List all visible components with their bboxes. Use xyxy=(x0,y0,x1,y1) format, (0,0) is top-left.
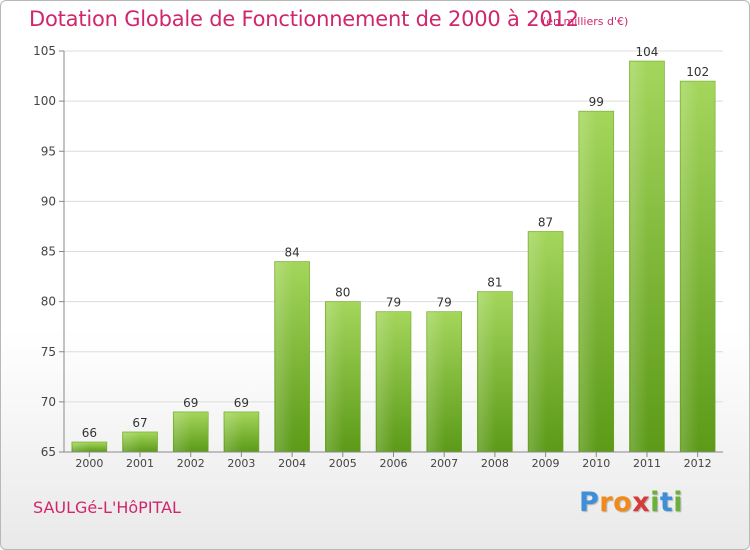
bar-value-label: 102 xyxy=(686,65,709,79)
bar-highlight xyxy=(630,62,648,453)
logo-letter: r xyxy=(599,487,614,518)
y-tick-label: 75 xyxy=(41,345,56,359)
y-tick-label: 65 xyxy=(41,445,56,459)
bar-value-label: 67 xyxy=(132,416,147,430)
logo-letter: t xyxy=(659,487,674,518)
bar-value-label: 99 xyxy=(589,95,604,109)
axes: 65 70 75 80 85 90 95 100 105 2000 2001 2002 2003 2004… xyxy=(33,44,723,470)
y-tick-label: 85 xyxy=(41,245,56,259)
y-tick-label: 100 xyxy=(33,94,56,108)
bar-value-label: 104 xyxy=(636,45,659,59)
x-tick-label: 2007 xyxy=(430,457,458,470)
x-tick-label: 2009 xyxy=(532,457,560,470)
y-tick-label: 90 xyxy=(41,194,56,208)
x-tick-label: 2011 xyxy=(633,457,661,470)
bar-value-label: 69 xyxy=(234,396,249,410)
logo-letter: i xyxy=(673,487,684,518)
y-tick-label: 70 xyxy=(41,395,56,409)
bar-value-label: 81 xyxy=(487,276,502,290)
bar-value-label: 84 xyxy=(284,246,299,260)
bar-highlight xyxy=(72,442,91,452)
bar-highlight xyxy=(427,312,446,452)
commune-name: SAULGé-L'HôPITAL xyxy=(33,498,181,517)
logo-letter: i xyxy=(650,487,660,518)
x-tick-label: 2003 xyxy=(227,457,255,470)
y-tick-label: 80 xyxy=(41,295,56,309)
x-tick-label: 2002 xyxy=(177,457,205,470)
logo-letter: o xyxy=(613,487,633,518)
bar-value-label: 69 xyxy=(183,396,198,410)
bar-highlight xyxy=(579,112,598,453)
bar-value-label: 87 xyxy=(538,215,553,229)
y-tick-label: 105 xyxy=(33,44,56,58)
bar-highlight xyxy=(326,302,344,452)
bar-highlight xyxy=(478,292,496,452)
bar-value-label: 79 xyxy=(437,296,452,310)
chart-unit-note: (en milliers d'€) xyxy=(542,15,629,28)
logo-letter: P xyxy=(579,487,600,518)
logo-letter: x xyxy=(632,487,651,518)
y-tick-label: 95 xyxy=(41,144,56,158)
bar-value-label: 79 xyxy=(386,296,401,310)
bar-value-label: 66 xyxy=(82,426,97,440)
x-tick-label: 2005 xyxy=(329,457,357,470)
proxiti-logo: Proxiti xyxy=(579,487,683,518)
bars: 66 67 69 69 84 80 79 79 81 87 99 104 102 xyxy=(71,45,716,453)
x-tick-label: 2012 xyxy=(684,457,712,470)
bar-highlight xyxy=(529,232,547,452)
x-tick-label: 2004 xyxy=(278,457,306,470)
x-tick-label: 2006 xyxy=(380,457,408,470)
x-tick-label: 2000 xyxy=(75,457,103,470)
x-tick-label: 2010 xyxy=(582,457,610,470)
chart-title: Dotation Globale de Fonctionnement de 20… xyxy=(29,7,579,31)
bar-highlight xyxy=(174,412,192,452)
bar-highlight xyxy=(681,82,699,452)
bar-value-label: 80 xyxy=(335,286,350,300)
bar-highlight xyxy=(224,412,243,452)
bar-highlight xyxy=(123,432,142,452)
bar-highlight xyxy=(377,312,395,452)
x-tick-label: 2001 xyxy=(126,457,154,470)
bar-highlight xyxy=(275,262,294,452)
x-tick-label: 2008 xyxy=(481,457,509,470)
